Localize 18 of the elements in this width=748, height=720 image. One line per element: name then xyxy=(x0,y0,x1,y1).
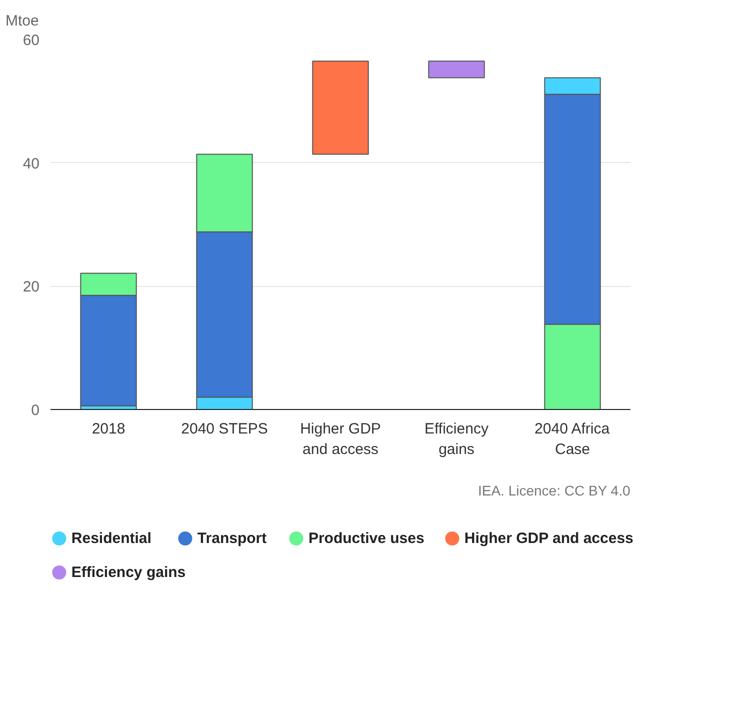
y-tick-label: 60 xyxy=(22,32,40,49)
x-tick-label: Efficiency gains xyxy=(424,420,489,458)
x-tick-label: 2040 STEPS xyxy=(181,420,268,438)
bar xyxy=(428,60,485,78)
y-axis-title: Mtoe xyxy=(6,12,39,30)
x-tick-label: Higher GDP and access xyxy=(300,420,381,458)
legend-label: Efficiency gains xyxy=(71,564,186,581)
bar xyxy=(312,60,369,155)
y-tick-label: 20 xyxy=(22,278,40,296)
y-tick-label: 0 xyxy=(31,402,40,419)
x-tick-label: 2018 xyxy=(92,420,126,438)
legend-label: Residential xyxy=(71,530,152,547)
x-tick-label: 2040 Africa Case xyxy=(534,420,610,458)
legend-label: Productive uses xyxy=(308,530,424,547)
y-tick-label: 40 xyxy=(22,155,40,172)
legend-label: Higher GDP and access xyxy=(464,530,634,547)
legend-label: Transport xyxy=(197,530,267,547)
text: IEA. Licence: CC BY 4.0 xyxy=(478,482,630,498)
